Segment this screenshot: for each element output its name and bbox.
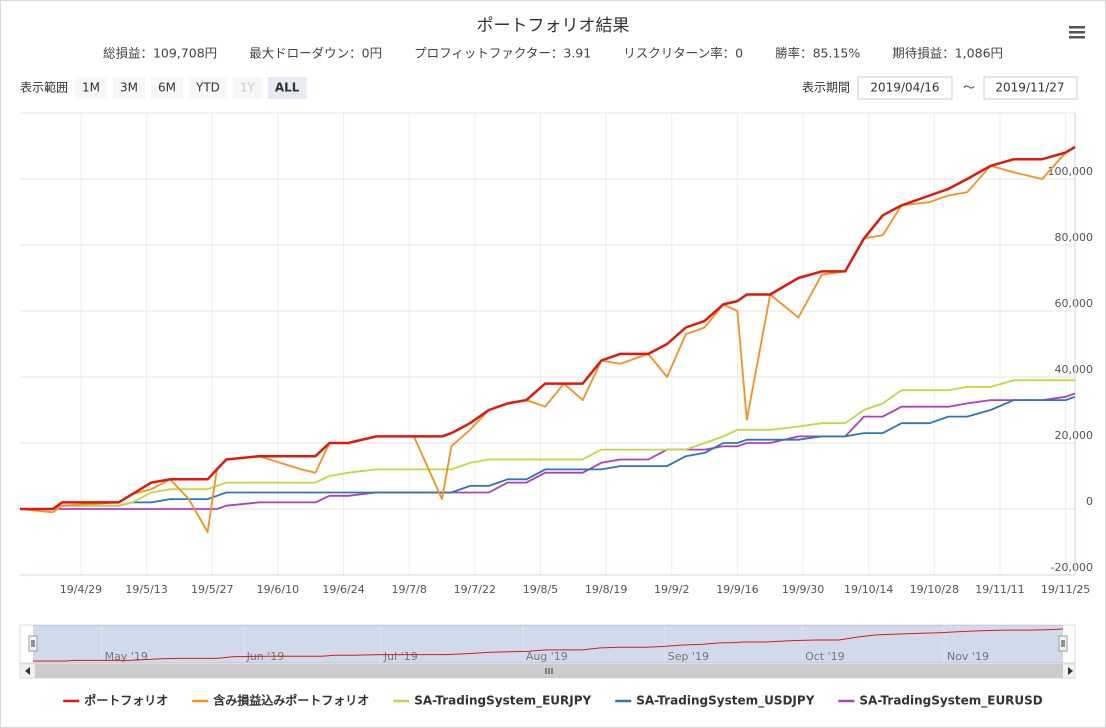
y-tick-label: -20,000: [1051, 561, 1093, 574]
range-button-label: 6M: [158, 81, 176, 95]
range-button-label: 3M: [120, 81, 138, 95]
y-tick-label: 40,000: [1055, 363, 1094, 376]
navigator-tick-label: Nov '19: [947, 650, 989, 663]
legend-label: SA-TradingSystem_EURUSD: [859, 694, 1042, 709]
legend-label: SA-TradingSystem_USDJPY: [636, 694, 814, 709]
scrollbar-grip: [545, 668, 553, 674]
summary-item: プロフィットファクター：3.91: [414, 46, 591, 61]
legend-item[interactable]: SA-TradingSystem_USDJPY: [615, 694, 815, 709]
navigator-mask[interactable]: [33, 625, 1063, 663]
series-line: [20, 145, 1076, 511]
summary-item: 最大ドローダウン：0円: [249, 46, 382, 61]
y-tick-label: 100,000: [1048, 165, 1094, 178]
date-separator: ～: [963, 81, 975, 95]
navigator-line: [33, 628, 1064, 662]
range-button-label: 1Y: [240, 81, 256, 95]
x-tick-label: 19/7/8: [391, 583, 426, 596]
range-button-label: ALL: [275, 81, 300, 95]
legend-label: 含み損益込みポートフォリオ: [213, 693, 369, 708]
x-tick-label: 19/6/10: [257, 583, 299, 596]
y-tick-label: 80,000: [1055, 231, 1094, 244]
date-to: 2019/11/27: [995, 81, 1064, 95]
range-button-bg: [75, 77, 107, 99]
range-button[interactable]: 6M: [151, 77, 183, 99]
range-button-bg: [232, 77, 262, 99]
navigator-tick-label: Sep '19: [668, 650, 709, 663]
summary-item: 勝率：85.15%: [775, 46, 860, 61]
range-button-bg: [151, 77, 183, 99]
range-button-bg: [267, 77, 307, 99]
navigator-tick-label: Jul '19: [383, 650, 418, 663]
x-tick-label: 19/11/25: [1041, 583, 1090, 596]
x-tick-label: 19/8/5: [523, 583, 558, 596]
legend-item[interactable]: ポートフォリオ: [63, 693, 168, 708]
x-tick-label: 19/9/30: [782, 583, 824, 596]
range-button[interactable]: ALL: [267, 77, 307, 99]
x-tick-label: 19/9/2: [654, 583, 689, 596]
legend-label: ポートフォリオ: [84, 693, 168, 708]
series-line: [20, 395, 1076, 510]
navigator-handle[interactable]: [1058, 635, 1068, 652]
x-tick-label: 19/6/24: [322, 583, 364, 596]
x-tick-label: 19/8/19: [585, 583, 627, 596]
x-tick-label: 19/7/22: [454, 583, 496, 596]
x-tick-label: 19/5/27: [191, 583, 233, 596]
x-tick-label: 19/10/28: [910, 583, 959, 596]
range-button-label: 1M: [82, 81, 100, 95]
summary-item: 期待損益：1,086円: [892, 46, 1003, 61]
chart-title: ポートフォリオ結果: [477, 16, 630, 36]
navigator-tick-label: Aug '19: [526, 650, 568, 663]
legend-item[interactable]: SA-TradingSystem_EURUSD: [838, 694, 1043, 709]
navigator-bg: [19, 624, 1076, 664]
date-from: 2019/04/16: [870, 81, 939, 95]
range-button[interactable]: 3M: [113, 77, 145, 99]
range-button-label: YTD: [195, 81, 220, 95]
date-to-input[interactable]: [983, 76, 1078, 100]
menu-icon[interactable]: [1069, 26, 1085, 39]
range-button-bg: [189, 77, 227, 99]
range-button: 1Y: [232, 77, 262, 99]
range-button[interactable]: YTD: [189, 77, 227, 99]
series-line: [20, 379, 1075, 510]
legend-item[interactable]: SA-TradingSystem_EURJPY: [393, 694, 592, 709]
summary-item: リスクリターン率：0: [623, 46, 743, 61]
scrollbar-right-arrow[interactable]: [1068, 667, 1073, 675]
y-tick-label: 20,000: [1055, 429, 1094, 442]
navigator-tick-label: May '19: [105, 650, 148, 663]
plot-area: [20, 113, 1075, 575]
x-tick-label: 19/5/13: [125, 583, 167, 596]
legend-item[interactable]: 含み損益込みポートフォリオ: [192, 693, 369, 708]
range-button[interactable]: 1M: [75, 77, 107, 99]
x-tick-label: 19/9/16: [716, 583, 758, 596]
range-label: 表示範囲: [20, 80, 68, 95]
scrollbar-left-arrow[interactable]: [25, 667, 30, 675]
summary-item: 総損益：109,708円: [103, 46, 217, 61]
x-tick-label: 19/10/14: [844, 583, 893, 596]
navigator-tick-label: Oct '19: [805, 650, 845, 663]
date-from-input[interactable]: [857, 76, 953, 100]
navigator-handle[interactable]: [28, 635, 38, 652]
date-range-label: 表示期間: [802, 81, 850, 95]
x-tick-label: 19/11/11: [975, 583, 1024, 596]
legend-label: SA-TradingSystem_EURJPY: [414, 694, 591, 709]
y-tick-label: 0: [1086, 495, 1093, 508]
range-button-bg: [113, 77, 145, 99]
y-tick-label: 60,000: [1055, 297, 1094, 310]
x-tick-label: 19/4/29: [60, 583, 102, 596]
